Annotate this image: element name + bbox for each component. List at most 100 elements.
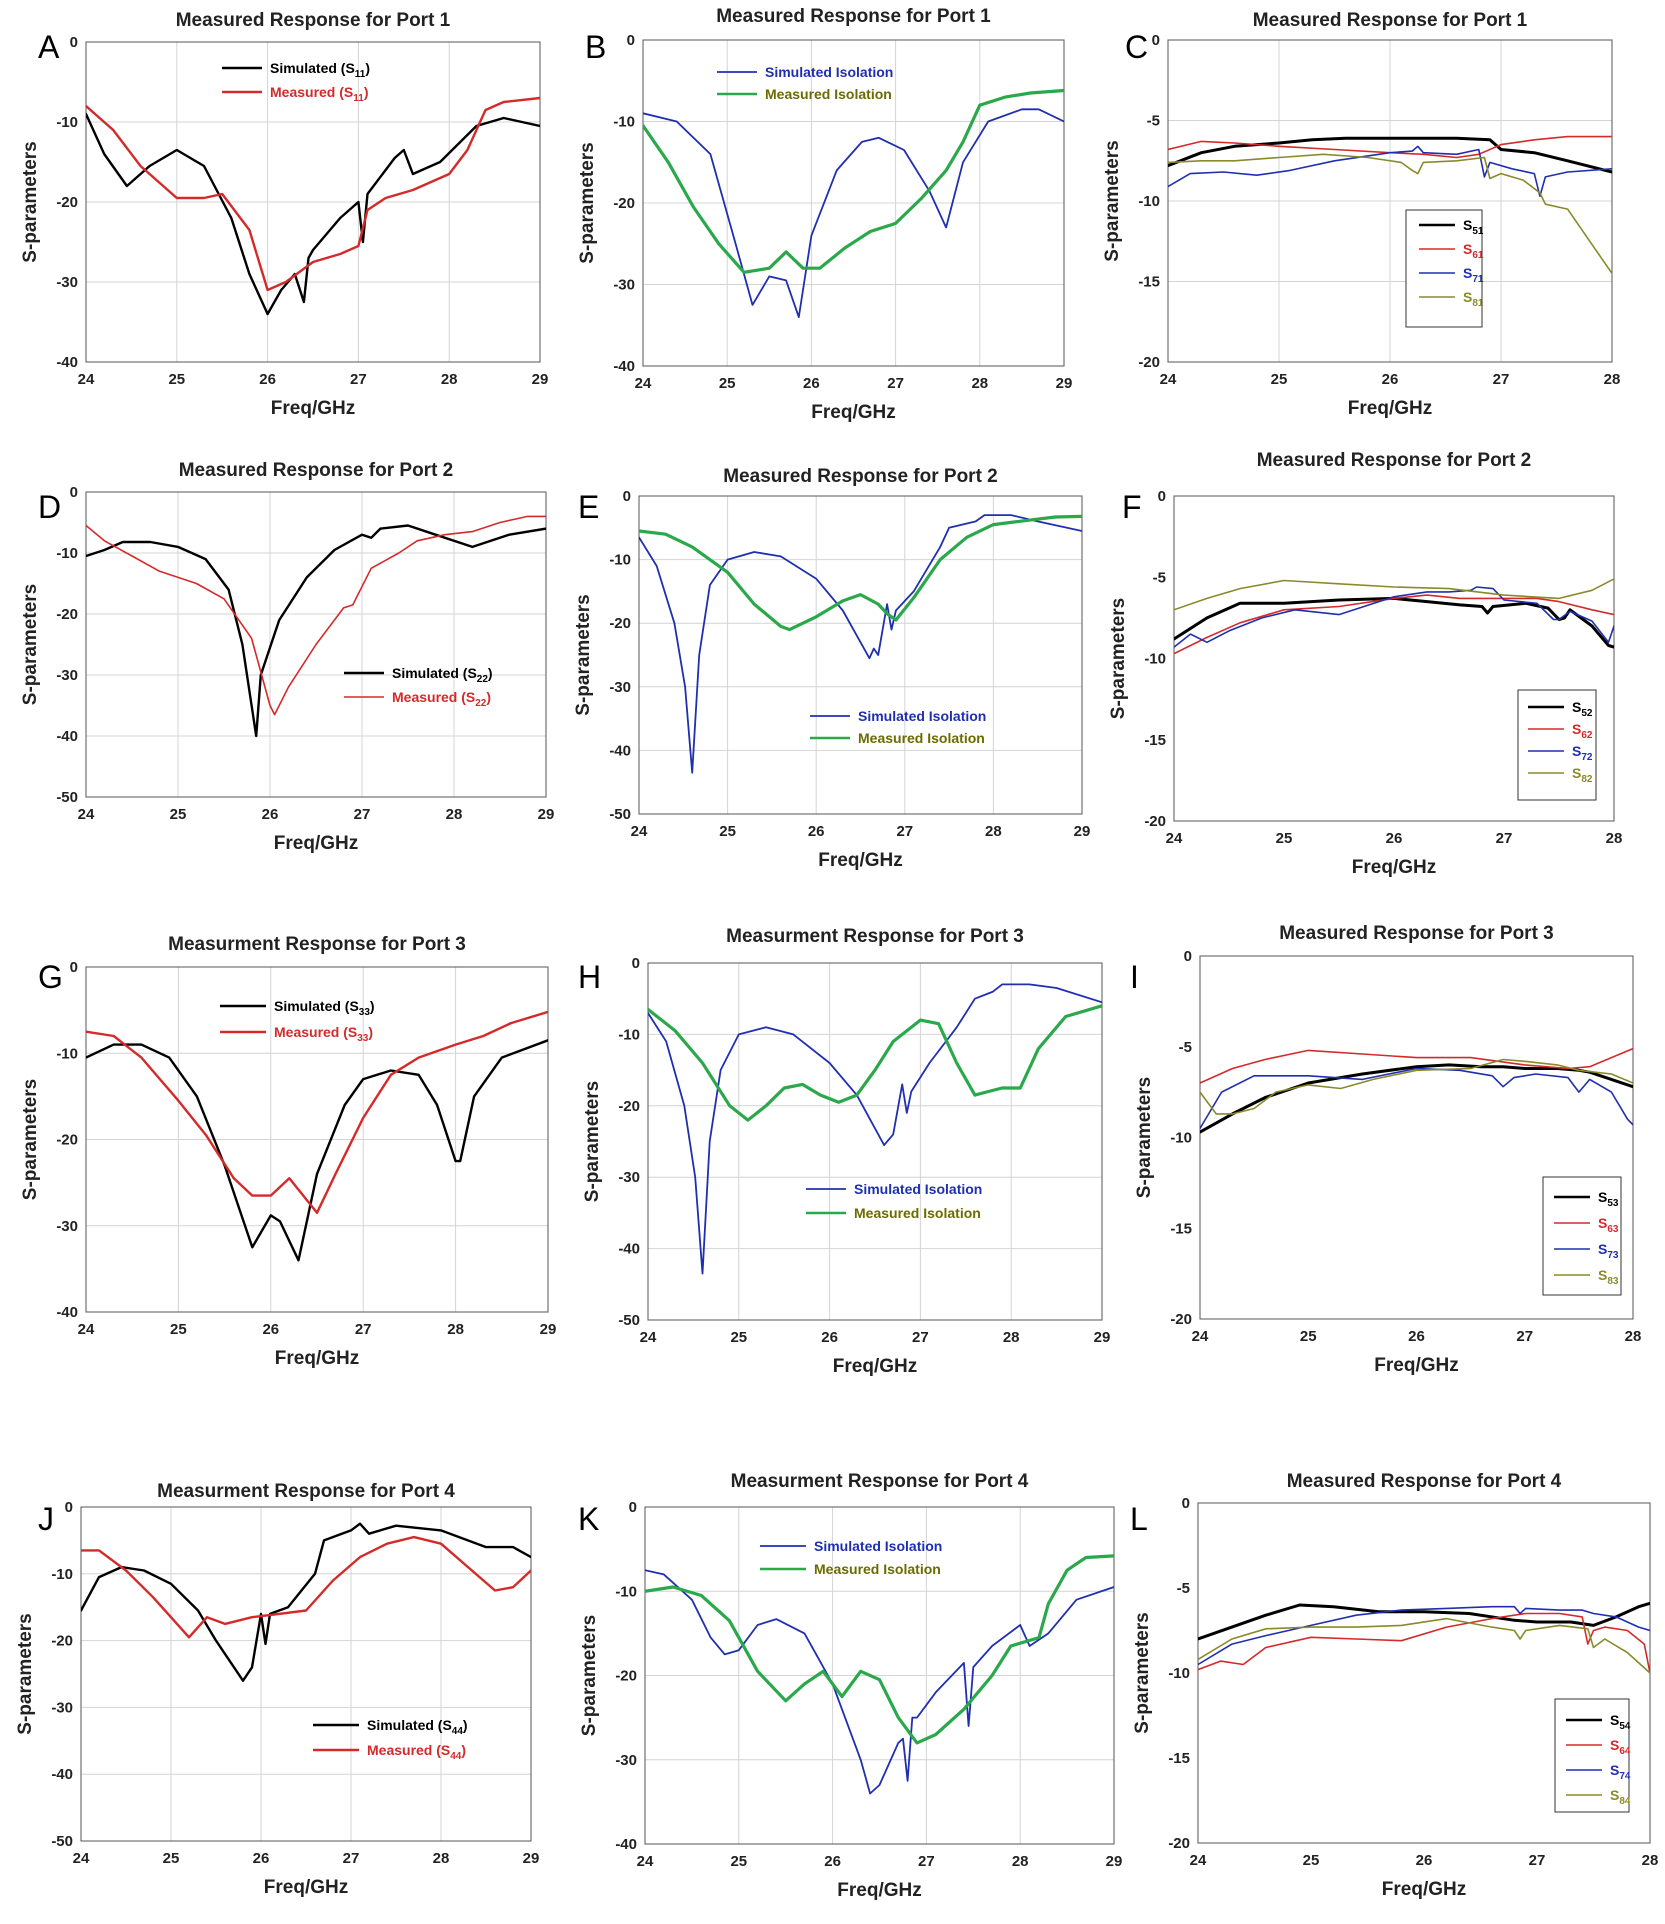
- series-group: [1200, 1047, 1633, 1134]
- x-tick-label: 24: [640, 1329, 657, 1346]
- x-tick-label: 25: [730, 1853, 747, 1870]
- series-line-simulated-s33-: [86, 1039, 548, 1262]
- series-group: [86, 1010, 548, 1262]
- legend-label: S62: [1572, 721, 1593, 741]
- plot-title: Measured Response for Port 2: [723, 466, 998, 487]
- x-tick-label: 29: [1056, 375, 1073, 392]
- panel-g: G Measurment Response for Port 3 24 25 26 27 2…: [20, 934, 556, 1369]
- series-line-s72: [1174, 586, 1614, 648]
- series-line-simulated-isolation: [645, 1569, 1114, 1795]
- legend-label-text: Measured (S: [367, 1742, 450, 1758]
- legend-label-subscript: 61: [1472, 250, 1484, 261]
- y-tick-label: 0: [1184, 948, 1192, 965]
- x-tick-label: 28: [1604, 371, 1621, 388]
- legend-label-subscript: 11: [353, 93, 364, 104]
- y-tick-label: 0: [70, 484, 78, 501]
- x-tick-label: 29: [1094, 1329, 1111, 1346]
- legend-label: S84: [1610, 1787, 1631, 1807]
- legend-label-text: S: [1598, 1189, 1607, 1205]
- plot-title: Measured Response for Port 1: [1253, 10, 1528, 31]
- legend-label: Measured Isolation: [814, 1561, 941, 1577]
- x-axis-label: Freq/GHz: [264, 1877, 348, 1898]
- legend-label-text: Measured Isolation: [814, 1561, 941, 1577]
- y-tick-label: -10: [56, 1045, 78, 1062]
- y-tick-label: 0: [632, 955, 640, 972]
- x-tick-label: 27: [350, 371, 367, 388]
- x-axis-label: Freq/GHz: [811, 402, 895, 423]
- x-tick-label: 26: [824, 1853, 841, 1870]
- x-tick-label: 26: [1382, 371, 1399, 388]
- plot-title: Measured Response for Port 1: [176, 10, 451, 31]
- y-tick-label: -30: [615, 1752, 637, 1769]
- y-tick-label: -20: [51, 1633, 73, 1650]
- plot-title: Measured Response for Port 3: [1279, 923, 1554, 944]
- y-tick-label: 0: [1152, 32, 1160, 49]
- legend-label-subscript: 64: [1619, 1746, 1631, 1757]
- legend-label: Simulated Isolation: [814, 1538, 942, 1554]
- y-tick-label: 0: [65, 1499, 73, 1516]
- y-tick-label: -15: [1168, 1750, 1190, 1767]
- panel-c: C Measured Response for Port 1 24 25 26 27 28 0…: [1102, 10, 1620, 419]
- plot-area: [644, 1506, 1115, 1845]
- series-line-s73: [1200, 1067, 1633, 1130]
- x-tick-label: 27: [1493, 371, 1510, 388]
- panel-l: L Measured Response for Port 4 24 25 26 27 28 0…: [1130, 1471, 1658, 1900]
- legend-label-text: Measured Isolation: [854, 1205, 981, 1221]
- x-tick-label: 28: [1012, 1853, 1029, 1870]
- series-line-simulated-s44-: [81, 1522, 531, 1682]
- legend-label-text: S: [1572, 721, 1581, 737]
- legend-label-text: Simulated Isolation: [854, 1181, 982, 1197]
- y-tick-label: -10: [618, 1026, 640, 1043]
- x-tick-label: 25: [168, 371, 185, 388]
- x-tick-label: 24: [1192, 1328, 1209, 1345]
- y-tick-label: -30: [56, 274, 78, 291]
- series-line-simulated-s11-: [86, 112, 540, 316]
- x-axis-label: Freq/GHz: [1352, 857, 1436, 878]
- legend-label-subscript: 81: [1472, 298, 1484, 309]
- y-tick-label: -10: [1138, 193, 1160, 210]
- series-line-simulated-s22-: [86, 524, 546, 738]
- y-axis-label: S-parameters: [1102, 140, 1123, 261]
- legend-label-subscript: 74: [1619, 1771, 1631, 1782]
- x-tick-label: 28: [985, 823, 1002, 840]
- legend-label: Measured (S22): [392, 689, 491, 709]
- x-tick-label: 26: [821, 1329, 838, 1346]
- legend-box: [1405, 209, 1483, 328]
- x-tick-label: 28: [446, 806, 463, 823]
- series-line-simulated-isolation: [639, 514, 1082, 774]
- panel-e: E Measured Response for Port 2 24 25 26 27 28 2…: [573, 466, 1090, 871]
- legend-label-text: Measured (S: [270, 84, 353, 100]
- legend-label-text: S: [1598, 1241, 1607, 1257]
- y-tick-label: -15: [1170, 1220, 1192, 1237]
- y-tick-label: -5: [1179, 1039, 1192, 1056]
- series-line-measured-s11-: [86, 96, 540, 292]
- series-group: [86, 515, 546, 738]
- legend-label-text: Measured Isolation: [765, 86, 892, 102]
- x-tick-label: 29: [540, 1321, 557, 1338]
- legend-label: S52: [1572, 699, 1593, 719]
- legend-label-subscript: 22: [477, 674, 489, 685]
- plot-area: [80, 1506, 532, 1842]
- y-axis-label: S-parameters: [577, 142, 598, 263]
- legend-label-text: S: [1463, 241, 1472, 257]
- legend-label-text: Measured (S: [392, 689, 475, 705]
- legend: Simulated (S33)Measured (S33): [220, 998, 375, 1044]
- legend-label-end: ): [488, 665, 493, 681]
- series-line-measured-s22-: [86, 515, 546, 716]
- legend-label-text: Simulated Isolation: [814, 1538, 942, 1554]
- x-tick-label: 25: [1303, 1852, 1320, 1869]
- y-tick-label: -40: [613, 358, 635, 375]
- panel-k: K Measurment Response for Port 4 24 25 26 27 2…: [578, 1471, 1122, 1901]
- y-tick-label: 0: [629, 1499, 637, 1516]
- y-tick-label: -40: [609, 742, 631, 759]
- y-axis-label: S-parameters: [20, 1079, 41, 1200]
- y-tick-label: -30: [609, 679, 631, 696]
- x-tick-label: 26: [1386, 830, 1403, 847]
- x-axis-label: Freq/GHz: [818, 850, 902, 871]
- y-tick-label: -10: [615, 1583, 637, 1600]
- plot-title: Measurment Response for Port 4: [157, 1481, 455, 1502]
- plot-area: [85, 41, 541, 363]
- x-tick-label: 24: [73, 1850, 90, 1867]
- legend-label-text: S: [1463, 217, 1472, 233]
